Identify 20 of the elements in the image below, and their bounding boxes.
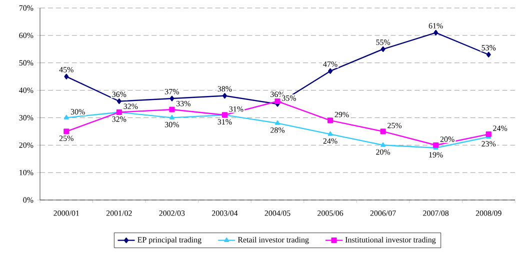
- point: [434, 30, 438, 36]
- point: [169, 106, 175, 112]
- point: [169, 114, 174, 120]
- point: [327, 118, 334, 124]
- point: [64, 74, 69, 80]
- point: [275, 120, 280, 125]
- point: [328, 68, 333, 74]
- point: [486, 131, 492, 137]
- point: [433, 142, 439, 148]
- point: [274, 98, 280, 104]
- point: [380, 128, 386, 134]
- point: [328, 131, 333, 136]
- point: [170, 96, 174, 102]
- point: [222, 92, 227, 99]
- point: [116, 98, 122, 104]
- point: [64, 114, 69, 120]
- point: [64, 128, 70, 134]
- point: [380, 46, 386, 52]
- point: [380, 142, 386, 147]
- point: [486, 52, 491, 58]
